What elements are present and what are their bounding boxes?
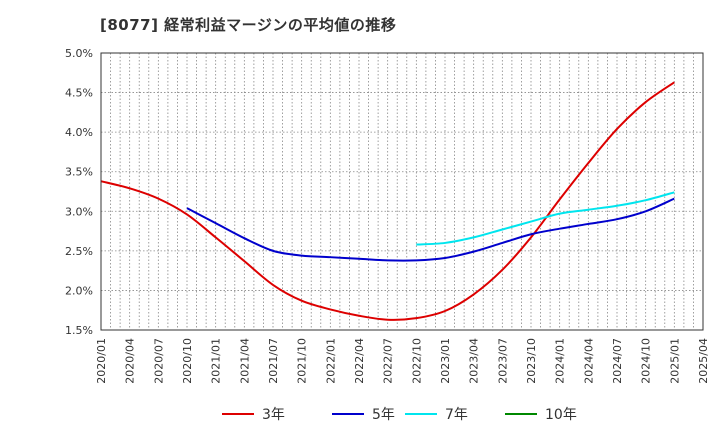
legend: 3年 5年 7年 10年: [222, 407, 577, 423]
y-tick-label: 4.0%: [65, 126, 93, 139]
x-tick-label: 2023/01: [439, 338, 452, 384]
x-tick-label: 2024/07: [611, 338, 624, 384]
series-line-3年: [100, 81, 675, 321]
y-tick-label: 2.0%: [65, 284, 93, 297]
axes: 1.5% 2.0% 2.5% 3.0% 3.5% 4.0% 4.5% 5.0% 2020/01 2…: [65, 47, 710, 384]
x-tick-label: 2022/10: [410, 338, 423, 384]
x-tick-label: 2020/04: [124, 338, 137, 384]
x-tick-label: 2022/01: [324, 338, 337, 384]
legend-label: 3年: [262, 407, 285, 423]
legend-label: 5年: [372, 407, 395, 423]
y-tick-label: 3.0%: [65, 205, 93, 218]
grid: [101, 52, 703, 330]
series-line-5年: [186, 197, 675, 262]
y-tick-label: 2.5%: [65, 245, 93, 258]
series-line-7年: [416, 191, 675, 246]
x-tick-label: 2021/10: [296, 338, 309, 384]
x-tick-label: 2024/01: [554, 338, 567, 384]
plot-area: [101, 53, 703, 330]
x-tick-label: 2023/10: [525, 338, 538, 384]
plot-background: [101, 53, 703, 330]
y-tick-label: 4.5%: [65, 87, 93, 100]
x-tick-label: 2023/07: [496, 338, 509, 384]
y-tick-label: 3.5%: [65, 166, 93, 179]
plot-border: [100, 52, 704, 331]
chart-title: [8077] 経常利益マージンの平均値の推移: [100, 16, 397, 34]
x-tick-label: 2020/07: [152, 338, 165, 384]
x-tick-label: 2020/10: [181, 338, 194, 384]
x-tick-label: 2022/07: [382, 338, 395, 384]
legend-label: 10年: [545, 407, 577, 423]
x-tick-label: 2021/04: [238, 338, 251, 384]
legend-label: 7年: [445, 407, 468, 423]
y-tick-label: 1.5%: [65, 324, 93, 337]
x-tick-label: 2024/10: [640, 338, 653, 384]
x-tick-label: 2025/01: [668, 338, 681, 384]
x-tick-label: 2025/04: [697, 338, 710, 384]
x-tick-label: 2022/04: [353, 338, 366, 384]
x-tick-label: 2021/07: [267, 338, 280, 384]
x-tick-label: 2021/01: [210, 338, 223, 384]
series-lines: [100, 81, 675, 321]
y-tick-label: 5.0%: [65, 47, 93, 60]
x-tick-label: 2024/04: [582, 338, 595, 384]
x-tick-label: 2023/04: [468, 338, 481, 384]
x-tick-label: 2020/01: [95, 338, 108, 384]
